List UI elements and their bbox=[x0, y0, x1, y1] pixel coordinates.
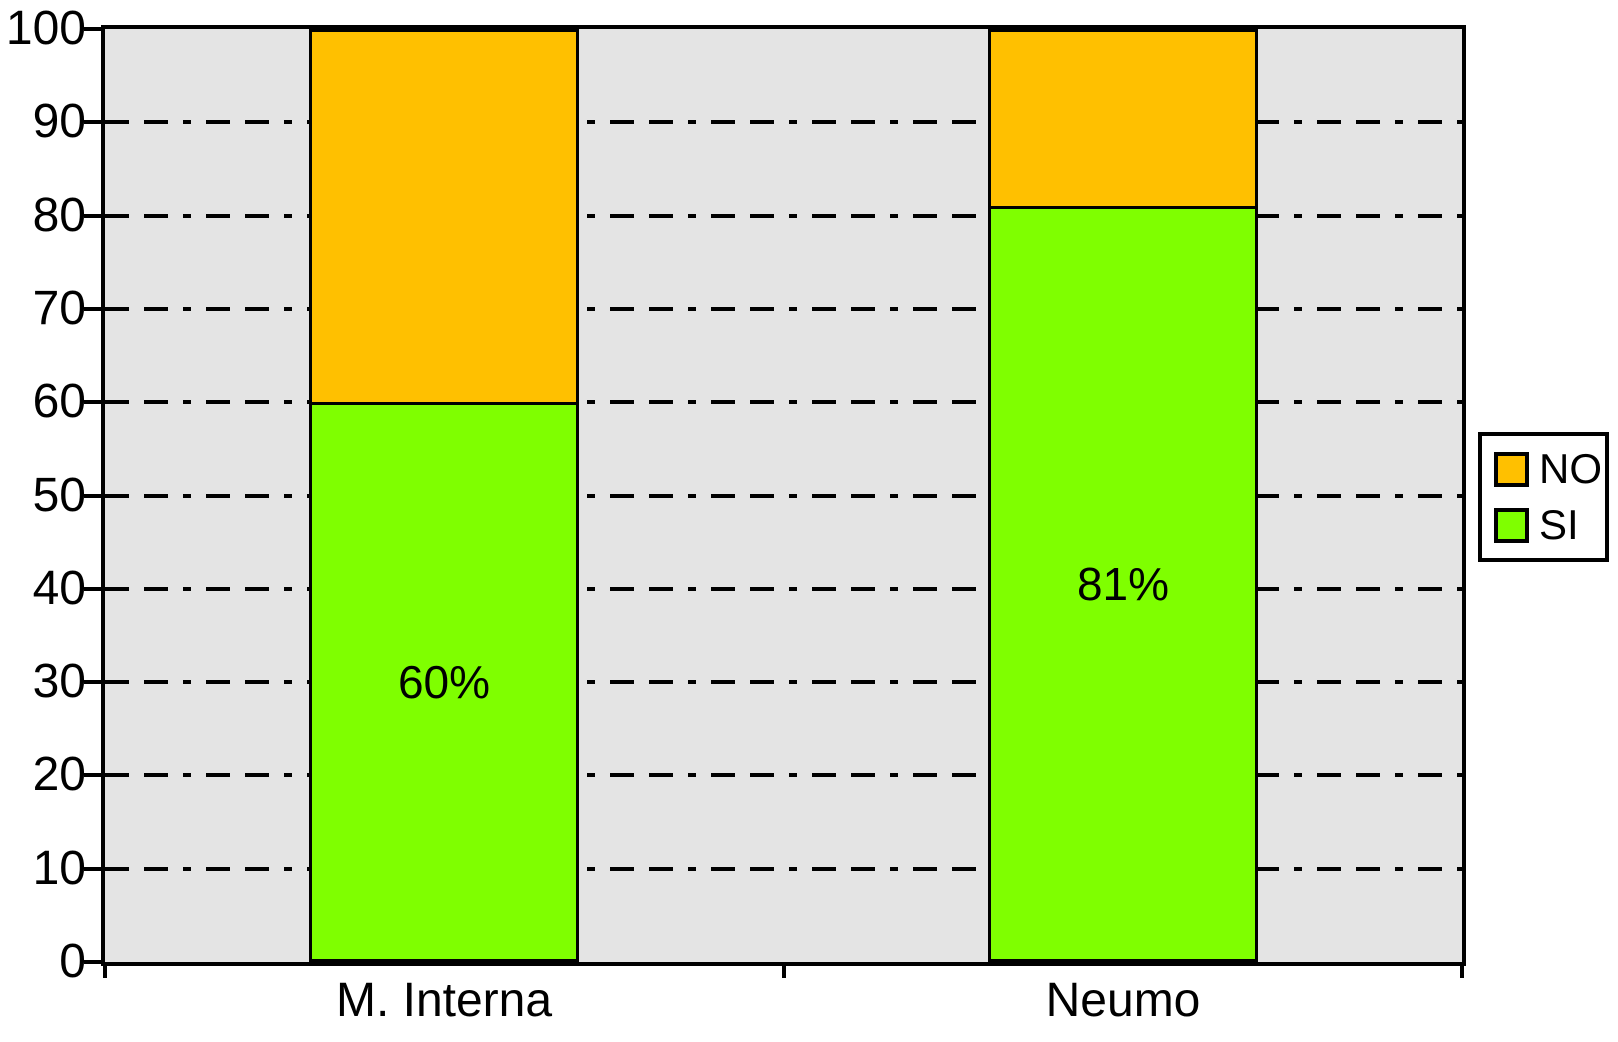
gridline-10 bbox=[105, 866, 1462, 871]
x-tick-mark-0 bbox=[103, 962, 107, 978]
legend: NO SI bbox=[1478, 432, 1609, 562]
gridline-80 bbox=[105, 213, 1462, 218]
bar-segment-no-2 bbox=[988, 29, 1258, 210]
bar-segment-si-2: 81% bbox=[988, 206, 1258, 962]
gridline-70 bbox=[105, 306, 1462, 311]
y-tick-mark-60 bbox=[84, 400, 103, 405]
y-tick-mark-90 bbox=[84, 120, 103, 125]
y-tick-mark-100 bbox=[84, 27, 103, 31]
y-tick-label-70: 70 bbox=[32, 281, 86, 335]
x-tick-mark-2 bbox=[1460, 962, 1464, 978]
gridline-50 bbox=[105, 493, 1462, 498]
gridline-60 bbox=[105, 400, 1462, 405]
plot-inner: 60% 81% bbox=[105, 29, 1462, 962]
y-tick-mark-50 bbox=[84, 493, 103, 498]
y-tick-label-40: 40 bbox=[32, 561, 86, 615]
gridline-20 bbox=[105, 773, 1462, 778]
bar-segment-si-1: 60% bbox=[309, 402, 579, 962]
y-tick-label-60: 60 bbox=[32, 375, 86, 429]
y-tick-mark-20 bbox=[84, 773, 103, 778]
x-tick-mark-1 bbox=[782, 962, 786, 978]
y-tick-label-80: 80 bbox=[32, 188, 86, 242]
y-tick-label-0: 0 bbox=[59, 935, 86, 988]
legend-swatch-no-icon bbox=[1494, 451, 1529, 487]
y-tick-mark-30 bbox=[84, 680, 103, 685]
legend-swatch-si-icon bbox=[1494, 507, 1529, 543]
y-tick-label-90: 90 bbox=[32, 95, 86, 149]
legend-item-si: SI bbox=[1494, 504, 1605, 546]
plot-area: 60% 81% bbox=[101, 25, 1466, 966]
bar-column-2: 81% bbox=[988, 29, 1258, 962]
y-tick-mark-40 bbox=[84, 586, 103, 591]
gridline-30 bbox=[105, 680, 1462, 685]
y-tick-label-100: 100 bbox=[5, 2, 86, 55]
x-category-label-1: M. Interna bbox=[335, 974, 553, 1027]
legend-label-no: NO bbox=[1539, 445, 1602, 492]
y-tick-label-30: 30 bbox=[32, 655, 86, 709]
y-tick-mark-10 bbox=[84, 866, 103, 871]
y-tick-label-50: 50 bbox=[32, 468, 86, 522]
data-label-si-2: 81% bbox=[1076, 558, 1170, 611]
gridline-40 bbox=[105, 586, 1462, 591]
bar-segment-no-1 bbox=[309, 29, 579, 406]
y-tick-mark-0 bbox=[84, 960, 103, 964]
bar-column-1: 60% bbox=[309, 29, 579, 962]
x-category-label-2: Neumo bbox=[1045, 974, 1201, 1027]
legend-label-si: SI bbox=[1539, 501, 1579, 548]
y-tick-mark-80 bbox=[84, 213, 103, 218]
y-tick-mark-70 bbox=[84, 306, 103, 311]
data-label-si-1: 60% bbox=[397, 656, 491, 709]
gridline-90 bbox=[105, 120, 1462, 125]
y-tick-label-20: 20 bbox=[32, 748, 86, 802]
y-tick-label-10: 10 bbox=[32, 841, 86, 895]
legend-item-no: NO bbox=[1494, 448, 1605, 490]
